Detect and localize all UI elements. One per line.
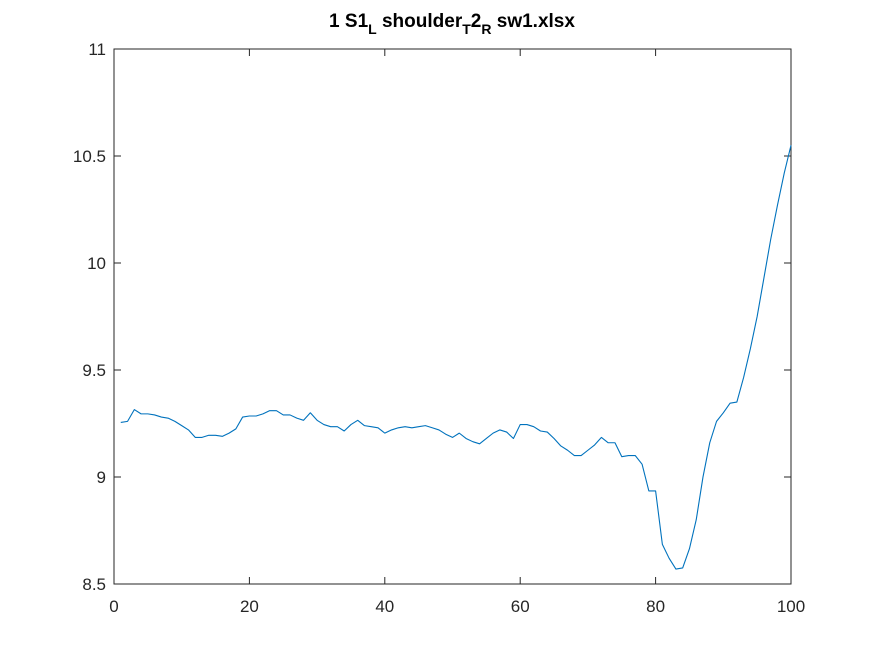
- title-part: 1 S1: [329, 11, 369, 32]
- y-tick-label: 9: [97, 468, 106, 487]
- series-line: [120, 145, 792, 570]
- x-tick-label: 100: [777, 597, 805, 616]
- y-tick-label: 10: [87, 254, 106, 273]
- ticks: 0 20 40 60 80 100 8.5 9 9.5 10 10.5 11: [73, 40, 805, 616]
- chart-title: 1 S1L shoulderT2R sw1.xlsx: [329, 11, 575, 37]
- title-part: 2: [471, 11, 482, 32]
- title-part: R: [481, 21, 491, 37]
- plot-area: [113, 48, 792, 585]
- title-part: sw1.xlsx: [491, 11, 575, 32]
- y-tick-label: 9.5: [82, 361, 106, 380]
- y-tick-label: 10.5: [73, 147, 106, 166]
- y-tick-label: 11: [88, 40, 106, 59]
- x-tick-label: 40: [375, 597, 394, 616]
- title-part: shoulder: [377, 11, 463, 32]
- x-tick-label: 0: [109, 597, 118, 616]
- title-part: T: [462, 21, 471, 37]
- x-tick-label: 60: [511, 597, 530, 616]
- y-tick-label: 8.5: [82, 575, 106, 594]
- x-tick-label: 80: [646, 597, 665, 616]
- title-part: L: [368, 21, 377, 37]
- x-tick-label: 20: [240, 597, 259, 616]
- series-layer: [120, 145, 792, 570]
